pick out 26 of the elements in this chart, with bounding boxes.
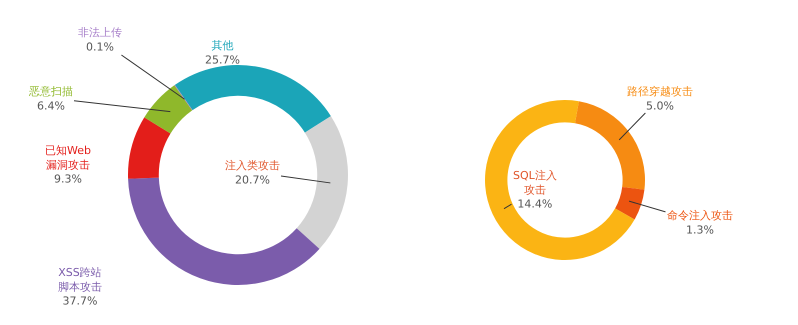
donut-slice	[174, 65, 331, 133]
donut-slice	[128, 117, 171, 179]
slice-label: XSS跨站脚本攻击	[58, 266, 102, 294]
slice-label: 已知Web漏洞攻击	[45, 144, 91, 172]
slice-label: 其他	[211, 39, 234, 52]
slice-label: 恶意扫描	[28, 85, 73, 98]
slice-label: SQL注入攻击	[513, 169, 557, 196]
data-label: 0.1%	[86, 40, 114, 54]
donut-slice	[144, 85, 192, 134]
donut-slice	[174, 84, 193, 110]
donut-slice	[485, 100, 635, 260]
slice-label: 非法上传	[78, 26, 122, 39]
data-label: 1.3%	[686, 223, 714, 236]
data-label: 14.4%	[517, 198, 552, 211]
data-label: 6.4%	[37, 99, 65, 112]
data-label: 37.7%	[62, 294, 98, 308]
donut-slice	[296, 116, 348, 249]
slice-label: 路径穿越攻击	[627, 85, 693, 98]
slice-label: 命令注入攻击	[667, 209, 733, 222]
slice-label: 注入类攻击	[225, 159, 280, 172]
data-label: 20.7%	[235, 173, 270, 186]
data-label: 9.3%	[54, 172, 82, 186]
data-label: 25.7%	[205, 53, 240, 66]
data-label: 5.0%	[646, 99, 674, 112]
donut-slice	[575, 101, 645, 190]
donut-slice	[615, 186, 644, 220]
